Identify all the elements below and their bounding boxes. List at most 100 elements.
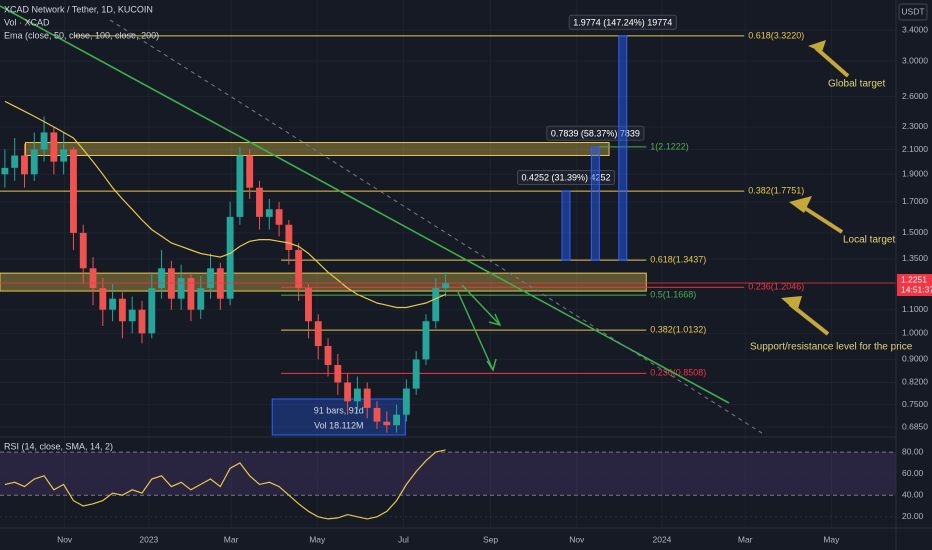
candle-body	[79, 232, 87, 269]
candle-body	[265, 209, 273, 217]
ema-legend: Ema (close, 50, close, 100, close, 200)	[4, 30, 159, 40]
title: XCAD Network / Tether, 1D, KUCOIN	[4, 4, 153, 14]
measure-label: 1.9774 (147.24%) 19774	[573, 17, 672, 27]
target-arrows	[788, 46, 850, 336]
candle-body	[158, 268, 165, 289]
currency: USDT	[901, 6, 924, 16]
candle-body	[324, 346, 332, 365]
last-price-box	[897, 274, 932, 297]
candle-body	[89, 268, 97, 289]
candle-body	[128, 309, 136, 322]
candle-body	[275, 209, 283, 225]
fib-label: 0.382(1.0132)	[650, 324, 706, 334]
rsi-tick-label: 40.00	[902, 489, 924, 499]
candle-body	[177, 278, 185, 299]
countdown: 14:51:37	[901, 284, 932, 294]
candle-body	[353, 388, 361, 402]
measure-label: 0.4252 (31.39%) 4252	[521, 173, 610, 183]
y-tick-label: 1.3500	[902, 253, 928, 263]
candle-body	[1, 167, 9, 175]
candle-body	[422, 321, 430, 360]
x-tick-label: Mar	[224, 534, 239, 544]
rsi-tick-label: 20.00	[902, 511, 924, 521]
y-tick-label: 0.7500	[902, 399, 928, 409]
candle-body	[246, 155, 254, 188]
fib-label: 0.618(3.3220)	[748, 30, 804, 40]
range-box	[271, 398, 406, 436]
candle-body	[148, 288, 156, 334]
measure-label: 0.7839 (58.37%) 7839	[551, 128, 640, 138]
rsi-tick-label: 60.00	[902, 468, 924, 478]
y-tick-label: 1.7000	[902, 196, 928, 206]
fib-label: 0.5(1.1668)	[650, 289, 696, 299]
rsi-line	[4, 449, 446, 520]
currency-box[interactable]	[898, 3, 928, 21]
candle-body	[216, 268, 224, 299]
y-tick-label: 1.0000	[902, 328, 928, 338]
y-tick-label: 2.3000	[902, 121, 928, 131]
fib-label: 1(2.1222)	[650, 141, 689, 151]
zone	[0, 272, 647, 292]
y-tick-label: 0.8200	[902, 377, 928, 387]
measure-label-box	[546, 125, 645, 141]
candle-body	[40, 132, 48, 150]
volume-legend: Vol · XCAD	[4, 17, 50, 27]
x-tick-label: 2023	[139, 534, 158, 544]
y-tick-label: 1.1000	[902, 304, 928, 314]
last-price-label: 1.2251	[901, 274, 927, 284]
x-tick-label: Nov	[57, 534, 73, 544]
annotation: Local target	[843, 235, 895, 246]
x-tick-label: Mar	[738, 534, 753, 544]
candle-body	[314, 321, 322, 347]
candle-body	[402, 388, 410, 415]
trend-line	[0, 5, 730, 404]
rsi-legend: RSI (14, close, SMA, 14, 2)	[4, 441, 113, 451]
y-tick-label: 1.5000	[902, 227, 928, 237]
candle-body	[285, 224, 293, 250]
x-tick-label: 2024	[652, 534, 671, 544]
candle-body	[207, 268, 214, 289]
annotation: Global target	[828, 79, 885, 90]
candle-body	[393, 414, 401, 426]
candle-body	[118, 298, 126, 322]
ema-line	[4, 100, 446, 309]
candle-body	[167, 268, 175, 299]
measure-label-box	[516, 170, 616, 186]
y-tick-label: 3.0000	[902, 55, 928, 65]
y-tick-label: 0.9000	[902, 354, 928, 364]
candle-body	[226, 216, 234, 299]
arrows	[457, 284, 502, 372]
fib-label: 0.236(1.2046)	[748, 282, 804, 292]
candle-body	[256, 187, 263, 217]
measure-bar	[561, 190, 571, 261]
candle-body	[21, 155, 28, 175]
candle-body	[344, 382, 352, 402]
y-tick-label: 0.6850	[902, 421, 928, 431]
candle-body	[412, 359, 420, 389]
fib-label: 0.236(0.8508)	[650, 368, 706, 378]
y-tick-label: 2.1000	[902, 144, 928, 154]
x-tick-label: Jul	[398, 534, 409, 544]
candle-body	[295, 249, 303, 289]
y-tick-label: 2.6000	[902, 91, 928, 101]
measure-bar	[590, 146, 600, 261]
candle-body	[70, 149, 77, 233]
candle-body	[30, 149, 38, 175]
range-bars: 91 bars, 91d	[314, 405, 364, 415]
fib-label: 0.618(1.3437)	[650, 255, 706, 265]
candle-body	[334, 364, 342, 383]
x-tick-label: Sep	[483, 534, 498, 544]
x-tick-label: Nov	[569, 534, 585, 544]
candle-body	[138, 309, 146, 334]
x-tick-label: May	[823, 534, 840, 544]
candle-body	[187, 278, 195, 310]
candle-body	[305, 288, 312, 322]
candle-body	[50, 132, 58, 162]
candle-body	[11, 155, 19, 168]
rsi-tick-label: 80.00	[902, 446, 924, 456]
layers: 91 bars, 91d Vol 18.112M 0.618(3.3220) 1(2.…	[0, 0, 896, 528]
candle-body	[432, 288, 440, 322]
candle-body	[109, 298, 117, 310]
